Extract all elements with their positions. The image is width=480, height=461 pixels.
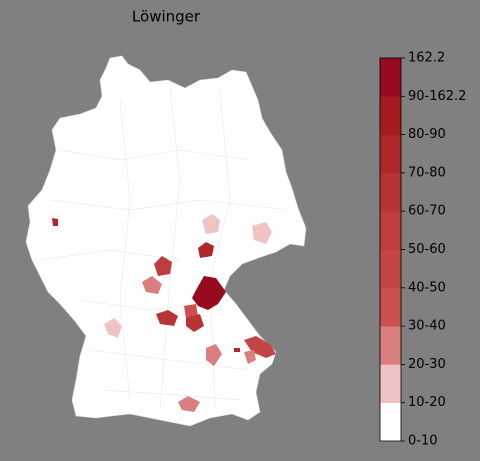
colorbar-band xyxy=(380,402,401,442)
district xyxy=(186,314,204,332)
germany-map xyxy=(25,55,307,427)
germany-outline xyxy=(25,55,307,427)
colorbar-band xyxy=(380,326,401,365)
colorbar-tick-label: 162.2 xyxy=(408,51,445,66)
districts xyxy=(52,214,276,412)
district xyxy=(244,350,256,364)
colorbar-band xyxy=(380,134,401,174)
district xyxy=(198,242,214,258)
district xyxy=(104,318,122,338)
district xyxy=(252,222,272,244)
district xyxy=(154,256,172,276)
colorbar-tick-label: 10-20 xyxy=(408,395,446,410)
colorbar-band xyxy=(380,58,401,97)
district xyxy=(142,276,162,294)
colorbar-tick-label: 70-80 xyxy=(408,165,446,180)
colorbar-band xyxy=(380,249,401,289)
colorbar-tick-label: 30-40 xyxy=(408,319,446,334)
colorbar-tick-label: 60-70 xyxy=(408,204,446,219)
district xyxy=(202,214,220,234)
colorbar-band xyxy=(380,364,401,403)
district xyxy=(244,336,276,358)
colorbar-tick-label: 50-60 xyxy=(408,242,446,257)
colorbar-band xyxy=(380,287,401,327)
district xyxy=(52,218,58,226)
district xyxy=(206,344,222,366)
district xyxy=(184,304,198,318)
colorbar-tick-label: 20-30 xyxy=(408,357,446,372)
colorbar-tick-label: 90-162.2 xyxy=(408,89,466,104)
district xyxy=(178,396,200,412)
colorbar-tick-label: 40-50 xyxy=(408,280,446,295)
colorbar-band xyxy=(380,211,401,250)
district xyxy=(156,310,178,326)
colorbar-band xyxy=(380,172,401,212)
colorbar-band xyxy=(380,96,401,135)
map-title: Löwinger xyxy=(132,8,201,26)
district-borders xyxy=(39,89,291,411)
district xyxy=(192,276,226,310)
district xyxy=(234,348,240,352)
colorbar-tick-label: 0-10 xyxy=(408,434,438,449)
colorbar: 0-10 10-20 20-30 30-40 40-50 50-60 60-70 70-80 8… xyxy=(379,51,466,449)
colorbar-tick-label: 80-90 xyxy=(408,127,446,142)
